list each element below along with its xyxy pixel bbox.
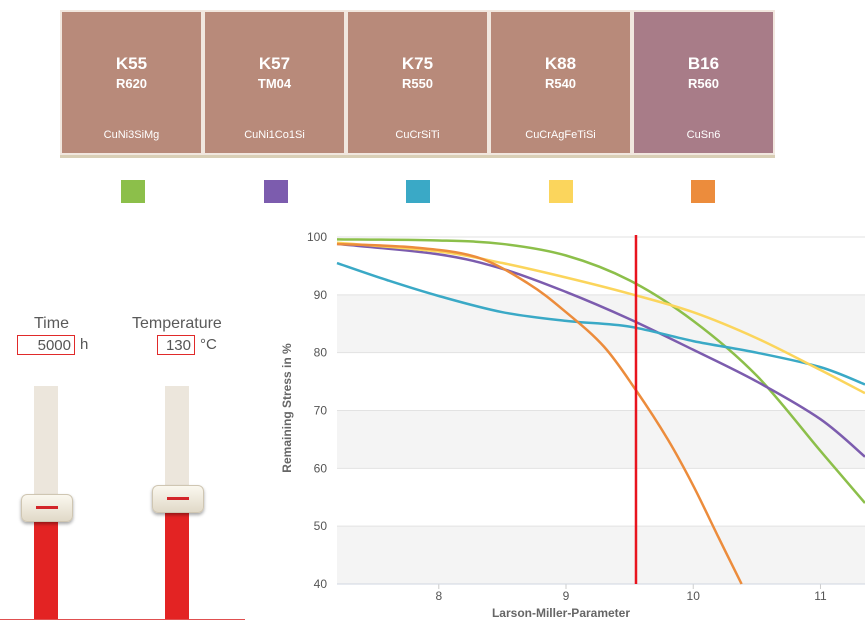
y-tick-label: 50 <box>314 519 328 533</box>
y-axis-label: Remaining Stress in % <box>280 343 294 473</box>
alloy-code: B16 <box>687 54 720 73</box>
chart-ticks: 40 50 60 70 80 90 100 8 9 10 11 <box>307 230 827 603</box>
temperature-input[interactable]: 130 <box>157 335 195 355</box>
alloy-composition: CuCrSiTi <box>395 129 440 141</box>
swatch-k88[interactable] <box>549 180 573 203</box>
temperature-label: Temperature <box>132 315 222 332</box>
alloy-composition: CuCrAgFeTiSi <box>525 129 596 141</box>
time-unit: h <box>80 336 89 353</box>
alloy-composition: CuNi3SiMg <box>103 129 160 141</box>
alloy-temper: R620 <box>115 76 148 91</box>
remaining-stress-chart: 40 50 60 70 80 90 100 8 9 10 11 Larson-Miller-Para… <box>280 230 865 620</box>
swatch-k57[interactable] <box>264 180 288 203</box>
alloy-temper: R540 <box>544 76 577 91</box>
alloy-card-row: K55 R620 CuNi3SiMg K57 TM04 CuNi1Co1Si K… <box>60 10 775 158</box>
y-tick-label: 40 <box>314 577 328 591</box>
y-tick-label: 70 <box>314 404 328 418</box>
alloy-composition: CuNi1Co1Si <box>244 129 305 141</box>
alloy-code: K88 <box>544 54 577 73</box>
alloy-card-k57[interactable]: K57 TM04 CuNi1Co1Si <box>203 10 346 155</box>
chart-grid <box>337 236 865 589</box>
swatch-k55[interactable] <box>121 180 145 203</box>
alloy-card-k88[interactable]: K88 R540 CuCrAgFeTiSi <box>489 10 632 155</box>
temperature-slider-handle[interactable] <box>152 484 204 513</box>
series-line-k88 <box>336 241 865 395</box>
x-axis-label: Larson-Miller-Parameter <box>492 606 630 620</box>
swatch-k75[interactable] <box>406 180 430 203</box>
x-tick-label: 8 <box>435 589 442 603</box>
series-line-k57 <box>336 242 865 458</box>
x-tick-label: 11 <box>814 589 827 603</box>
x-tick-label: 10 <box>687 589 701 603</box>
chart-series <box>336 238 865 585</box>
alloy-composition: CuSn6 <box>686 129 721 141</box>
time-slider-fill <box>34 507 58 619</box>
x-tick-label: 9 <box>563 589 570 603</box>
alloy-card-k55[interactable]: K55 R620 CuNi3SiMg <box>60 10 203 155</box>
slider-baseline <box>0 619 245 620</box>
temperature-unit: °C <box>200 336 217 353</box>
temperature-slider-fill <box>165 497 189 619</box>
alloy-temper: R560 <box>687 76 720 91</box>
alloy-card-b16[interactable]: B16 R560 CuSn6 <box>632 10 775 155</box>
chart-bands <box>337 294 865 584</box>
swatch-b16[interactable] <box>691 180 715 203</box>
series-line-k75 <box>336 261 865 386</box>
chart-band <box>337 410 865 469</box>
alloy-code: K57 <box>258 54 291 73</box>
alloy-card-k75[interactable]: K75 R550 CuCrSiTi <box>346 10 489 155</box>
time-input[interactable]: 5000 <box>17 335 75 355</box>
alloy-temper: R550 <box>401 76 434 91</box>
time-label: Time <box>34 315 69 332</box>
alloy-code: K55 <box>115 54 148 73</box>
time-slider-handle[interactable] <box>21 494 73 523</box>
chart-band <box>337 526 865 584</box>
alloy-code: K75 <box>401 54 434 73</box>
series-line-k55 <box>336 238 865 504</box>
series-line-b16 <box>336 242 743 585</box>
y-tick-label: 60 <box>314 461 328 475</box>
y-tick-label: 100 <box>307 230 327 244</box>
y-tick-label: 80 <box>314 346 328 360</box>
y-tick-label: 90 <box>314 288 328 302</box>
alloy-temper: TM04 <box>257 76 292 91</box>
